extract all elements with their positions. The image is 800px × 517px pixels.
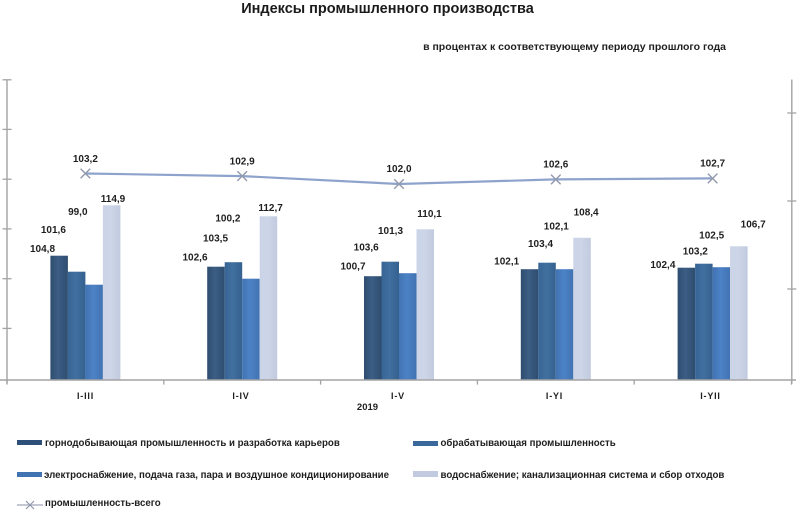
svg-text:101,3: 101,3 (378, 226, 403, 237)
svg-text:100,2: 100,2 (215, 214, 240, 225)
svg-text:102,6: 102,6 (182, 253, 207, 264)
svg-text:103,2: 103,2 (73, 154, 98, 165)
svg-text:103,2: 103,2 (683, 247, 708, 258)
svg-text:102,5: 102,5 (699, 231, 724, 242)
svg-text:I-YI: I-YI (546, 391, 563, 401)
svg-text:102,4: 102,4 (650, 260, 675, 271)
svg-text:114,9: 114,9 (101, 194, 126, 205)
svg-text:I-III: I-III (77, 391, 94, 401)
svg-text:101,6: 101,6 (41, 225, 66, 236)
svg-text:103,6: 103,6 (354, 243, 379, 254)
svg-text:102,7: 102,7 (700, 158, 725, 169)
svg-text:I-YII: I-YII (700, 391, 721, 401)
svg-text:I-IV: I-IV (232, 391, 249, 401)
svg-text:102,1: 102,1 (494, 257, 519, 268)
svg-text:102,9: 102,9 (230, 156, 255, 167)
svg-text:99,0: 99,0 (68, 207, 88, 218)
svg-text:102,6: 102,6 (543, 159, 568, 170)
svg-text:106,7: 106,7 (741, 220, 766, 231)
svg-text:108,4: 108,4 (574, 208, 599, 219)
svg-text:I-V: I-V (391, 391, 405, 401)
svg-text:100,7: 100,7 (340, 262, 365, 273)
svg-text:103,5: 103,5 (203, 234, 228, 245)
svg-text:110,1: 110,1 (417, 209, 442, 220)
svg-text:2019: 2019 (357, 402, 378, 413)
svg-text:102,1: 102,1 (544, 221, 569, 232)
svg-text:112,7: 112,7 (258, 203, 283, 214)
svg-text:102,0: 102,0 (386, 164, 411, 175)
svg-text:104,8: 104,8 (30, 244, 55, 255)
svg-text:103,4: 103,4 (528, 239, 553, 250)
